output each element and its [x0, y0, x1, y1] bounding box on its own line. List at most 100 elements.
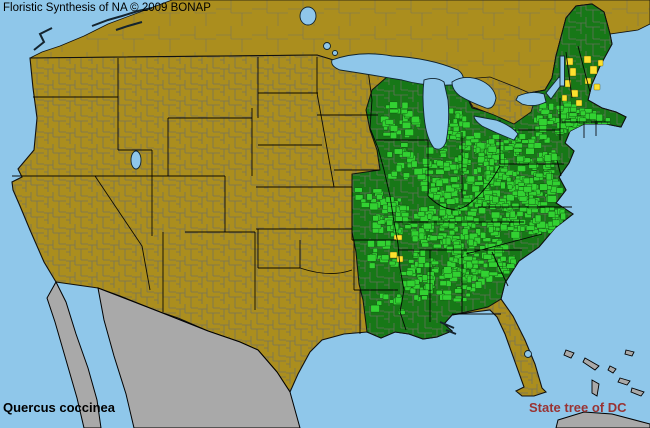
county-marker-present — [475, 146, 481, 154]
county-marker-present — [465, 292, 471, 298]
county-marker-present — [402, 122, 411, 129]
county-marker-present — [465, 215, 474, 221]
county-marker-present — [488, 138, 495, 145]
county-marker-present — [483, 253, 493, 260]
county-marker-present — [461, 220, 469, 227]
present-county-markers — [354, 100, 611, 316]
county-marker-present — [372, 215, 379, 222]
county-marker-present — [435, 169, 445, 175]
county-marker-present — [481, 221, 487, 227]
county-marker-present — [579, 117, 587, 124]
county-marker-present — [539, 133, 548, 140]
county-marker-present — [366, 254, 377, 262]
county-marker-present — [422, 158, 431, 165]
county-marker-present — [509, 210, 516, 218]
county-marker-present — [386, 151, 393, 158]
county-marker-present — [539, 183, 548, 191]
county-marker-present — [539, 201, 548, 206]
county-marker-present — [467, 210, 477, 217]
county-marker-present — [563, 102, 572, 108]
baja-california — [46, 280, 102, 428]
lake-michigan — [422, 77, 450, 150]
county-marker-present — [433, 243, 442, 249]
county-marker-present — [501, 220, 510, 225]
county-marker-present — [463, 152, 469, 159]
county-marker-present — [376, 240, 386, 247]
county-marker-present — [450, 176, 458, 183]
county-marker-present — [504, 159, 509, 167]
county-marker-present — [473, 132, 482, 139]
county-marker-present — [366, 193, 373, 201]
county-marker-present — [552, 219, 561, 227]
map-title: Floristic Synthesis of NA © 2009 BONAP — [3, 2, 211, 14]
county-marker-present — [473, 168, 478, 175]
county-marker-present — [411, 235, 419, 243]
county-marker-present — [507, 226, 515, 231]
county-marker-present — [465, 139, 473, 147]
county-marker-present — [475, 281, 483, 289]
county-marker-present — [419, 289, 429, 296]
county-marker-present — [421, 295, 428, 301]
county-marker-present — [454, 288, 464, 294]
county-marker-rare — [396, 255, 404, 263]
county-marker-present — [471, 259, 479, 265]
county-marker-present — [480, 270, 490, 278]
county-marker-present — [540, 109, 550, 115]
county-marker-present — [480, 232, 487, 239]
county-marker-present — [503, 139, 510, 144]
county-marker-present — [372, 188, 383, 194]
county-marker-present — [393, 148, 403, 155]
county-marker-present — [466, 175, 475, 183]
county-marker-present — [546, 120, 554, 125]
county-marker-present — [500, 256, 507, 262]
lake-okeechobee — [524, 350, 532, 358]
county-marker-present — [400, 142, 409, 148]
county-marker-present — [482, 201, 488, 208]
county-marker-present — [421, 274, 428, 282]
county-marker-present — [500, 181, 506, 190]
county-marker-present — [462, 190, 467, 195]
county-marker-present — [495, 203, 501, 209]
county-marker-present — [547, 113, 553, 119]
county-marker-present — [489, 166, 494, 172]
county-marker-present — [538, 118, 548, 126]
mexico-mainland — [97, 287, 301, 428]
county-marker-present — [535, 172, 544, 178]
mexico-region — [46, 280, 301, 428]
county-marker-present — [391, 171, 398, 177]
county-marker-present — [452, 297, 462, 303]
county-marker-present — [395, 164, 402, 173]
county-marker-present — [408, 259, 415, 264]
county-marker-present — [483, 262, 489, 268]
county-marker-present — [477, 175, 483, 181]
county-marker-present — [386, 219, 393, 226]
county-marker-present — [492, 134, 502, 140]
county-marker-present — [488, 271, 498, 277]
county-marker-present — [510, 231, 520, 239]
county-marker-rare — [589, 65, 598, 75]
lake-of-the-woods — [299, 6, 317, 26]
county-marker-present — [435, 179, 443, 187]
county-marker-present — [389, 101, 398, 109]
county-marker-present — [511, 202, 520, 210]
county-marker-present — [470, 223, 477, 229]
county-marker-present — [552, 180, 561, 186]
county-marker-present — [466, 260, 473, 269]
lake-champlain — [559, 55, 565, 87]
county-marker-present — [596, 113, 603, 122]
county-marker-present — [400, 109, 408, 114]
county-marker-present — [448, 222, 456, 230]
county-marker-present — [452, 210, 459, 216]
county-marker-present — [445, 237, 452, 246]
county-marker-present — [516, 155, 524, 163]
county-marker-present — [461, 115, 467, 122]
county-marker-present — [361, 202, 370, 208]
cuba — [555, 411, 650, 428]
county-marker-present — [404, 224, 412, 229]
county-marker-present — [372, 228, 380, 234]
county-marker-present — [424, 283, 434, 291]
county-marker-present — [488, 177, 495, 185]
county-marker-present — [534, 214, 542, 223]
